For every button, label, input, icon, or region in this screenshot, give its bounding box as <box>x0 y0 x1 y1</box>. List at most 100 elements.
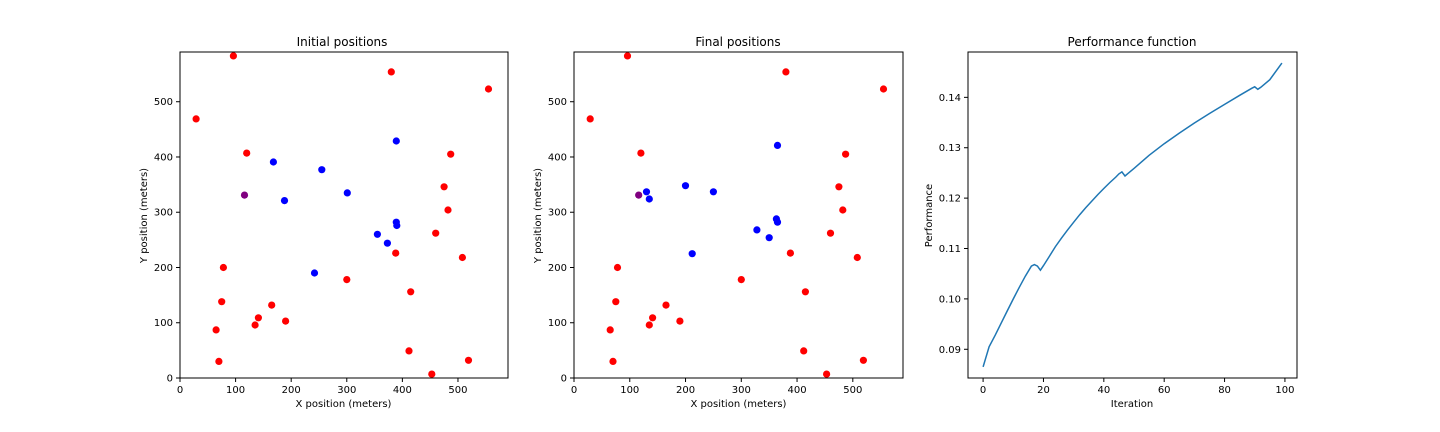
scatter-point <box>215 357 223 365</box>
scatter-point <box>586 115 594 123</box>
x-tick-label: 100 <box>226 385 245 396</box>
scatter-point <box>681 182 690 190</box>
x-axis-label: X position (meters) <box>691 399 787 410</box>
scatter-point <box>251 321 259 329</box>
scatter-point <box>662 301 670 309</box>
scatter-point <box>835 183 843 191</box>
y-axis-label: Y position (meters) <box>139 168 150 264</box>
scatter-point <box>383 239 391 247</box>
scatter-point <box>280 197 289 205</box>
scatter-point <box>343 276 351 284</box>
scatter-point <box>688 250 696 258</box>
scatter-point <box>219 263 227 272</box>
scatter-point <box>393 221 401 230</box>
scatter-point <box>649 314 657 322</box>
scatter-point <box>623 52 632 60</box>
x-tick-label: 300 <box>337 385 356 396</box>
scatter-point <box>853 253 861 262</box>
y-tick-label: 0.11 <box>939 244 961 255</box>
x-tick-label: 500 <box>843 385 862 396</box>
x-tick-label: 60 <box>1158 385 1171 396</box>
scatter-point <box>440 183 448 191</box>
scatter-point <box>782 68 790 76</box>
scatter-point <box>642 188 651 196</box>
y-tick-label: 500 <box>548 97 567 108</box>
y-tick-label: 100 <box>548 318 567 329</box>
scatter-point <box>637 149 645 157</box>
scatter-point <box>282 317 290 325</box>
scatter-point <box>229 52 237 60</box>
scatter-point <box>859 356 868 364</box>
y-tick-label: 0 <box>167 374 173 385</box>
plot-frame <box>573 51 904 379</box>
scatter-point <box>645 321 653 329</box>
scatter-point <box>407 288 415 296</box>
scatter-point <box>645 195 653 203</box>
scatter-point <box>373 230 381 238</box>
plot-frame <box>967 51 1298 379</box>
scatter-point <box>192 115 200 123</box>
scatter-point <box>458 253 466 262</box>
scatter-point <box>212 326 220 334</box>
chart-title: Performance function <box>1068 35 1197 49</box>
y-tick-label: 200 <box>154 263 173 274</box>
scatter-point <box>676 317 684 325</box>
scatter-point <box>392 137 400 145</box>
scatter-point <box>240 191 249 199</box>
x-axis-label: Iteration <box>1111 399 1153 410</box>
y-axis-label: Y position (meters) <box>533 168 544 264</box>
scatter-point <box>773 141 782 149</box>
chart-title: Initial positions <box>297 35 388 49</box>
y-tick-label: 300 <box>548 208 567 219</box>
scatter-point <box>318 166 326 174</box>
chart-initial-positions: Initial positions X position (meters) Y … <box>139 35 509 410</box>
plot-frame <box>179 51 509 379</box>
x-tick-label: 80 <box>1218 385 1231 396</box>
chart-final-positions: Final positions X position (meters) Y po… <box>533 35 904 410</box>
y-tick-label: 400 <box>154 152 173 163</box>
scatter-point <box>737 276 745 284</box>
scatter-point <box>218 298 226 306</box>
scatter-point <box>606 326 614 334</box>
scatter-point <box>800 347 808 355</box>
x-tick-label: 20 <box>1037 385 1050 396</box>
scatter-point <box>765 234 773 242</box>
scatter-point <box>432 229 440 237</box>
scatter-point <box>879 85 888 93</box>
scatter-point <box>839 206 847 214</box>
scatter-point <box>801 288 810 296</box>
x-tick-label: 400 <box>393 385 412 396</box>
scatter-point <box>773 218 782 226</box>
y-tick-label: 500 <box>154 97 173 108</box>
x-axis-label: X position (meters) <box>296 399 392 410</box>
series-line <box>982 62 1283 368</box>
scatter-point <box>392 249 400 257</box>
scatter-point <box>609 357 617 365</box>
scatter-point <box>243 149 251 157</box>
scatter-point <box>254 314 262 322</box>
x-tick-label: 300 <box>732 385 751 396</box>
scatter-point <box>826 229 835 237</box>
chart-title: Final positions <box>695 35 780 49</box>
scatter-point <box>428 370 436 378</box>
x-tick-label: 0 <box>980 385 986 396</box>
y-tick-label: 300 <box>154 208 173 219</box>
scatter-point <box>405 347 413 355</box>
scatter-point <box>387 68 395 76</box>
scatter-point <box>709 188 718 196</box>
y-axis-label: Performance <box>924 184 935 247</box>
scatter-point <box>823 370 831 378</box>
y-tick-label: 0.10 <box>939 294 961 305</box>
x-tick-label: 400 <box>788 385 807 396</box>
scatter-point <box>444 206 452 214</box>
x-tick-label: 0 <box>177 385 183 396</box>
x-tick-label: 100 <box>1275 385 1294 396</box>
y-tick-label: 0.14 <box>939 93 961 104</box>
y-tick-label: 100 <box>154 318 173 329</box>
y-tick-label: 400 <box>548 152 567 163</box>
y-tick-label: 0.09 <box>939 345 961 356</box>
x-tick-label: 40 <box>1097 385 1110 396</box>
x-tick-label: 500 <box>448 385 467 396</box>
y-tick-label: 0.12 <box>939 194 961 205</box>
